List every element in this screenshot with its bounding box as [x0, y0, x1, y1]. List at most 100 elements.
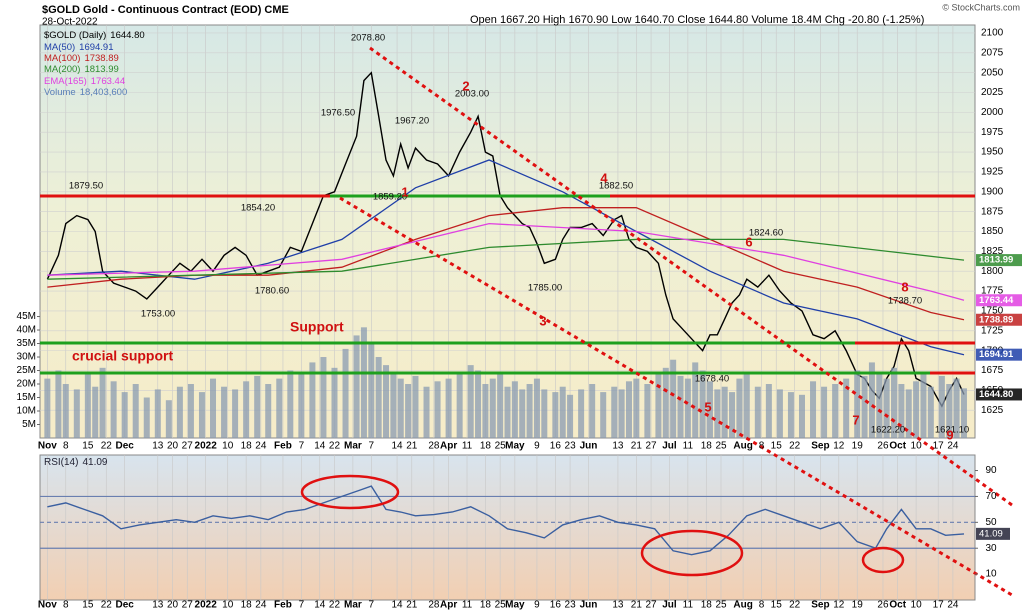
- x-tick-label: 10: [911, 600, 923, 611]
- x-tick-label: 21: [631, 600, 643, 611]
- x-tick-label: 28: [428, 600, 440, 611]
- volume-bar: [176, 386, 183, 438]
- volume-bar: [360, 327, 367, 438]
- value-tag: [976, 348, 1022, 361]
- price-annotation: 1738.70: [888, 296, 922, 307]
- price-annotation: 1622.20: [871, 425, 905, 436]
- legend-value: 1644.80: [110, 30, 144, 41]
- x-tick-label: 20: [167, 441, 179, 452]
- value-tag-label: 1694.91: [979, 349, 1014, 360]
- series-line: [47, 222, 965, 301]
- y2-tick-label: 5M: [22, 419, 36, 430]
- x-tick-label: 15: [82, 600, 94, 611]
- volume-bar: [143, 397, 150, 438]
- legend-name: MA(50): [44, 42, 75, 53]
- volume-bar: [670, 359, 677, 438]
- series-line: [47, 485, 965, 556]
- volume-bar: [843, 378, 850, 438]
- x-tick-label: Aug: [733, 600, 752, 611]
- volume-bar: [456, 373, 463, 438]
- volume-bar: [342, 348, 349, 438]
- highlight-ellipse: [861, 546, 905, 574]
- x-tick-label: 22: [101, 441, 113, 452]
- volume-bar: [876, 373, 883, 438]
- x-tick-label: 9: [534, 600, 540, 611]
- volume-bar: [692, 362, 699, 438]
- legend-name: $GOLD (Daily): [44, 30, 106, 41]
- price-annotation: 1879.50: [69, 181, 103, 192]
- volume-bar: [883, 378, 890, 438]
- volume-bar: [298, 373, 305, 438]
- x-tick-label: 7: [369, 441, 375, 452]
- volume-bar: [541, 389, 548, 438]
- value-tag-label: 1763.44: [979, 295, 1014, 306]
- price-annotation: 2003.00: [455, 89, 489, 100]
- series-line: [47, 159, 965, 356]
- x-tick-label: Apr: [440, 600, 457, 611]
- legend-entry: MA(50) 1694.91: [44, 42, 114, 53]
- volume-bar: [567, 394, 574, 438]
- y2-tick-label: 20M: [17, 379, 36, 390]
- x-tick-label: 24: [255, 600, 267, 611]
- wave-label: 5: [704, 399, 711, 414]
- volume-bar: [721, 386, 728, 438]
- volume-bar: [110, 381, 117, 438]
- x-tick-label: Jun: [580, 441, 598, 452]
- y-tick-label: 30: [985, 543, 997, 554]
- x-tick-label: 22: [329, 441, 341, 452]
- volume-bar: [383, 365, 390, 438]
- value-tag-label: 1644.80: [979, 389, 1013, 400]
- volume-bar: [600, 392, 607, 438]
- x-tick-label: 7: [369, 600, 375, 611]
- trend-line: [369, 46, 1013, 507]
- note-label: crucial support: [72, 348, 173, 364]
- x-tick-label: 27: [182, 600, 194, 611]
- x-tick-label: Nov: [38, 441, 57, 452]
- value-tag-label: 41.09: [979, 528, 1003, 539]
- legend-name: RSI(14): [44, 457, 78, 468]
- volume-bar: [265, 384, 272, 438]
- y-tick-label: 2075: [981, 47, 1004, 58]
- chart-title: $GOLD Gold - Continuous Contract (EOD) C…: [42, 4, 289, 16]
- legend-name: MA(200): [44, 64, 80, 75]
- x-tick-label: 23: [565, 441, 577, 452]
- volume-bar: [254, 375, 261, 438]
- y-tick-label: 1950: [981, 147, 1004, 158]
- y2-tick-label: 35M: [17, 338, 36, 349]
- y-tick-label: 2050: [981, 67, 1004, 78]
- volume-bar: [353, 335, 360, 438]
- x-tick-label: 7: [299, 600, 305, 611]
- x-tick-label: May: [505, 441, 525, 452]
- price-annotation: 1824.60: [749, 228, 783, 239]
- x-tick-label: 11: [683, 600, 694, 611]
- x-tick-label: 8: [759, 600, 765, 611]
- volume-bar: [405, 384, 412, 438]
- wave-label: 4: [600, 170, 608, 185]
- volume-bar: [618, 389, 625, 438]
- y-tick-label: 1725: [981, 325, 1004, 336]
- x-tick-label: 22: [101, 600, 113, 611]
- volume-bar: [611, 386, 618, 438]
- price-annotation: 1859.20: [373, 192, 407, 203]
- volume-bar: [891, 367, 898, 438]
- x-tick-label: Feb: [274, 600, 292, 611]
- volume-bar: [655, 373, 662, 438]
- legend-entry: MA(100) 1738.89: [44, 53, 119, 64]
- volume-bar: [533, 378, 540, 438]
- volume-bar: [589, 384, 596, 438]
- volume-bar: [677, 375, 684, 438]
- x-tick-label: 18: [480, 600, 492, 611]
- x-tick-label: Sep: [811, 441, 829, 452]
- volume-bar: [787, 392, 794, 438]
- x-tick-label: 24: [947, 600, 959, 611]
- x-tick-label: 14: [314, 600, 326, 611]
- overlay: [40, 46, 1013, 597]
- y-tick-label: 50: [985, 517, 997, 528]
- legend-name: MA(100): [44, 53, 80, 64]
- volume-bar: [55, 370, 62, 438]
- volume-bar: [434, 381, 441, 438]
- x-tick-label: 13: [612, 600, 624, 611]
- ohlc-summary: Open 1667.20 High 1670.90 Low 1640.70 Cl…: [470, 14, 924, 26]
- volume-bar: [810, 381, 817, 438]
- legend-entry: $GOLD (Daily) 1644.80: [44, 30, 145, 41]
